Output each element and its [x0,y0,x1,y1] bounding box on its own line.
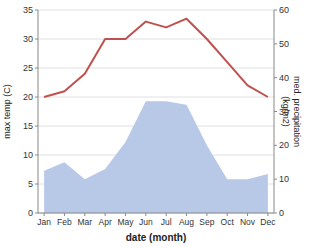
grid-line [38,97,274,98]
y2-tick [274,145,277,146]
x-tick-label: Feb [57,217,72,227]
y2-tick-label: 60 [279,5,289,15]
x-tick [84,213,85,216]
x-tick [64,213,65,216]
y2-axis-label-line: med. precipitation [292,76,302,147]
y2-tick [274,179,277,180]
x-tick [206,213,207,216]
y-tick-label: 15 [23,121,33,131]
y-tick [35,184,38,185]
y-tick-label: 25 [23,63,33,73]
x-axis-line [38,213,274,214]
y-tick [35,68,38,69]
temperature-line [44,19,268,97]
x-tick-label: Nov [240,217,256,227]
x-tick [247,213,248,216]
x-tick-label: Jan [37,217,51,227]
y2-tick-label: 0 [279,208,284,218]
y2-tick [274,43,277,44]
y2-axis-label: med. precipitation(kg/m2) [281,76,302,147]
grid-line [38,10,274,11]
y-axis-line [38,10,39,213]
y-tick [35,155,38,156]
x-tick-label: Aug [179,217,194,227]
grid [38,10,274,213]
x-tick [105,213,106,216]
x-tick-label: Mar [77,217,92,227]
x-tick [44,213,45,216]
x-tick [267,213,268,216]
y2-tick-label: 50 [279,39,289,49]
y-tick-label: 0 [28,208,33,218]
y-tick [35,10,38,11]
x-tick-label: Oct [221,217,235,227]
y2-tick [274,213,277,214]
x-tick-label: Sep [199,217,214,227]
y-tick-label: 30 [23,34,33,44]
y2-tick-label: 10 [279,174,289,184]
x-tick-label: Dec [260,217,276,227]
y2-tick [274,77,277,78]
y-tick-label: 35 [23,5,33,15]
y-tick [35,97,38,98]
x-tick [145,213,146,216]
y-tick [35,126,38,127]
y-tick-label: 10 [23,150,33,160]
y2-tick [274,111,277,112]
grid-line [38,39,274,40]
y-tick [35,213,38,214]
x-tick [166,213,167,216]
x-tick [125,213,126,216]
chart: 051015202530350102030405060JanFebMarAprM… [0,0,318,247]
x-tick-label: Jun [139,217,153,227]
precipitation-area [44,101,268,213]
y-tick [35,39,38,40]
x-tick-label: Jul [161,217,172,227]
x-tick [186,213,187,216]
y2-axis-label-line: (kg/m2) [281,96,291,127]
y2-tick-label: 40 [279,73,289,83]
y2-tick-label: 20 [279,140,289,150]
x-axis-label: date (month) [126,232,187,243]
y2-tick [274,10,277,11]
x-tick-label: May [117,217,134,227]
plot-area [44,19,268,213]
grid-line [38,213,274,214]
grid-line [38,68,274,69]
x-tick-label: Apr [99,217,112,227]
y-axis-label: max temp (C) [2,84,12,139]
y-tick-label: 20 [23,92,33,102]
x-tick [227,213,228,216]
y-tick-label: 5 [28,179,33,189]
